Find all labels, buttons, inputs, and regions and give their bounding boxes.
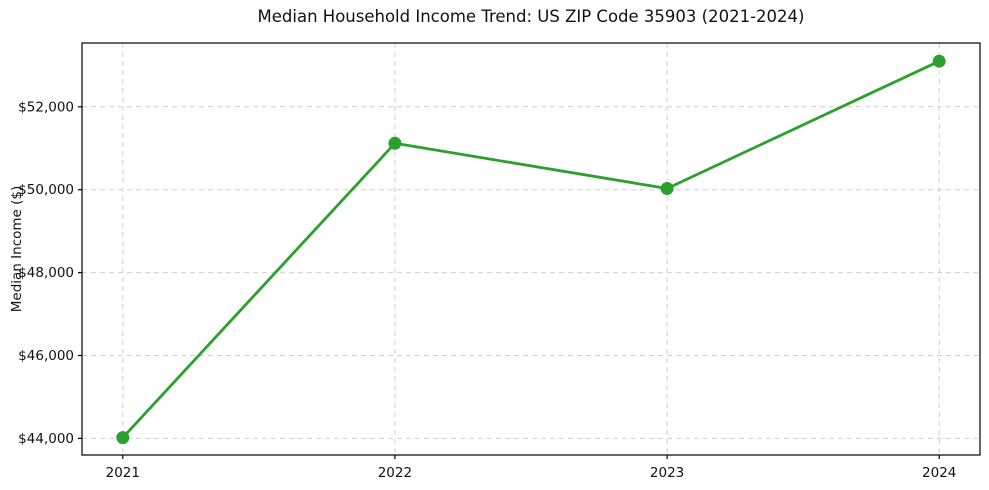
data-point-marker [932,54,946,68]
x-tick-label: 2024 [922,465,956,481]
y-tick-label: $44,000 [18,431,74,447]
trend-line [121,59,941,440]
y-tick-label: $46,000 [18,348,74,364]
y-tick-label: $48,000 [18,265,74,281]
y-tick-label: $52,000 [18,99,74,115]
data-point-marker [388,136,402,150]
x-tick-label: 2023 [650,465,684,481]
x-tick-label: 2022 [378,465,412,481]
x-tick-label: 2021 [106,465,140,481]
plot-frame [81,42,981,456]
y-tick-label: $50,000 [18,182,74,198]
chart-title: Median Household Income Trend: US ZIP Co… [257,7,805,26]
data-point-marker [660,182,674,195]
data-point-marker [116,431,130,445]
